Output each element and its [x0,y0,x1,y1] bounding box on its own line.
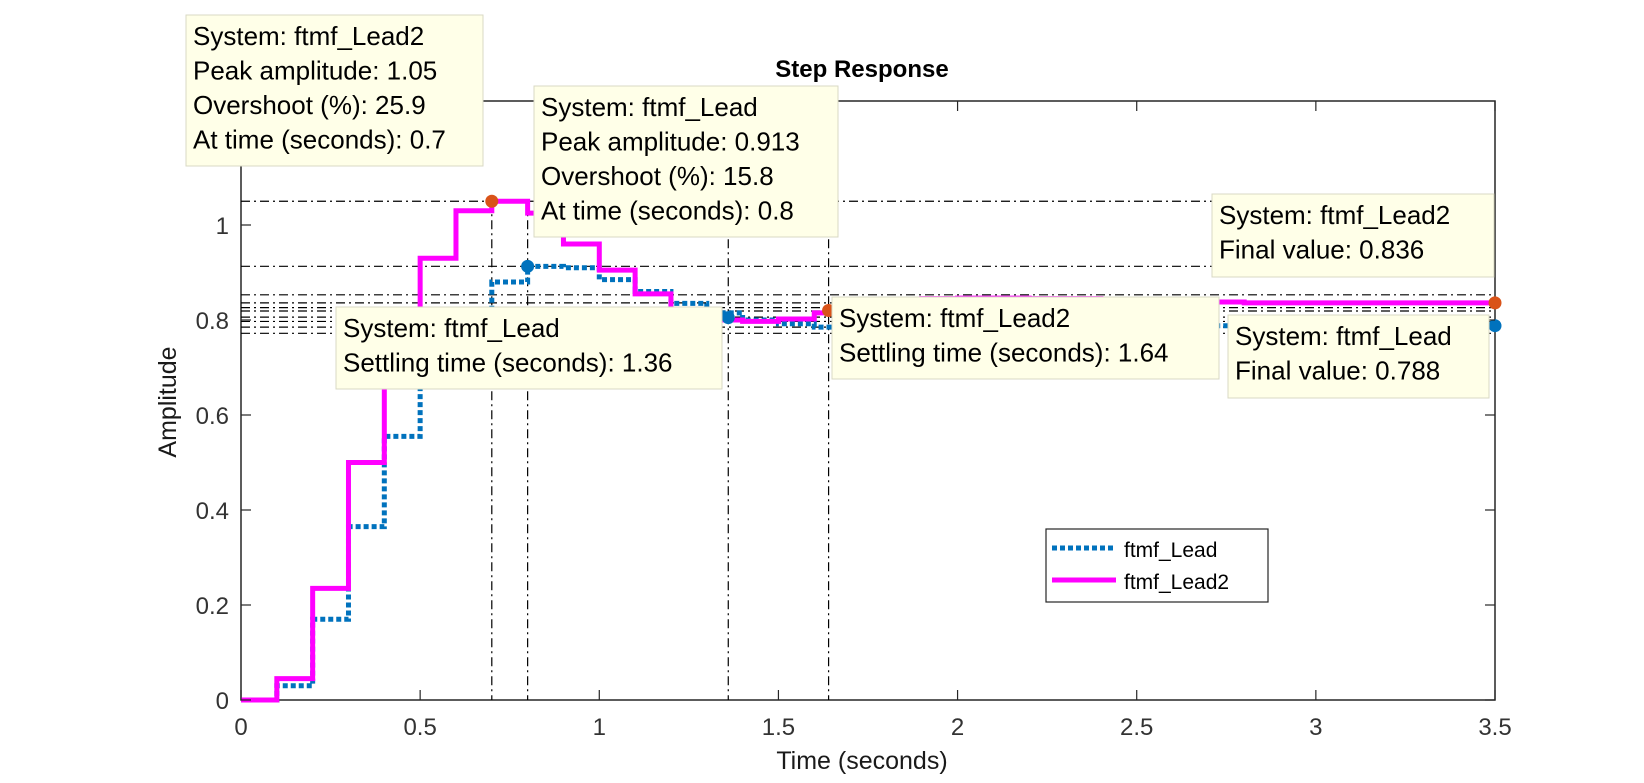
datatip-4[interactable]: System: ftmf_Lead2 Settling time (seconds… [831,296,1220,380]
x-tick-label: 0.5 [403,714,436,741]
legend-label-ftmf-lead2: ftmf_Lead2 [1124,571,1229,594]
datatip-line: At time (seconds): 0.8 [541,196,794,226]
datatip-line: Final value: 0.836 [1219,235,1424,265]
x-tick-label: 3.5 [1478,714,1511,741]
legend: ftmf_Lead ftmf_Lead2 [1045,528,1269,603]
y-tick-label: 0.4 [196,498,229,525]
x-tick-label: 1 [593,714,606,741]
y-tick-label: 1 [216,213,229,240]
peak-marker-ftmf-lead[interactable] [521,259,535,273]
datatip-box [185,14,484,167]
datatip-line: Overshoot (%): 15.8 [541,161,774,191]
datatip-3[interactable]: System: ftmf_Lead Settling time (seconds)… [335,306,723,390]
axis-ticks: 0 0.5 1 1.5 2 2.5 3 3.5 0 0.2 0.4 0.6 0.8 1 [196,101,1512,741]
datatip-line: Peak amplitude: 1.05 [193,56,437,86]
chart-title: Step Response [775,56,948,83]
y-axis-label: Amplitude [154,346,182,457]
datatips: System: ftmf_Lead2 Peak amplitude: 1.05 Ov… [185,14,1495,399]
final-marker-ftmf-lead[interactable] [1488,319,1502,333]
datatip-line: System: ftmf_Lead2 [193,21,424,51]
x-tick-label: 2 [951,714,964,741]
datatip-1[interactable]: System: ftmf_Lead Peak amplitude: 0.913 Ov… [533,85,839,238]
peak-marker-ftmf-lead2[interactable] [485,194,499,208]
datatip-line: Settling time (seconds): 1.36 [343,348,673,378]
x-tick-label: 2.5 [1120,714,1153,741]
datatip-box [1211,193,1495,278]
datatip-0[interactable]: System: ftmf_Lead2 Peak amplitude: 1.05 Ov… [185,14,484,167]
datatip-line: System: ftmf_Lead [541,92,758,122]
datatip-box [335,306,723,390]
datatip-line: System: ftmf_Lead [343,313,560,343]
y-tick-label: 0.6 [196,403,229,430]
x-tick-label: 1.5 [762,714,795,741]
datatip-line: Peak amplitude: 0.913 [541,127,800,157]
datatip-line: Settling time (seconds): 1.64 [839,338,1169,368]
datatip-line: System: ftmf_Lead [1235,321,1452,351]
datatip-box [831,296,1220,380]
datatip-box [1227,314,1490,399]
datatip-5[interactable]: System: ftmf_Lead Final value: 0.788 [1227,314,1490,399]
x-axis-label: Time (seconds) [776,747,947,775]
y-tick-label: 0.8 [196,308,229,335]
x-tick-label: 3 [1309,714,1322,741]
x-tick-label: 0 [234,714,247,741]
datatip-line: Overshoot (%): 25.9 [193,90,426,120]
datatip-line: System: ftmf_Lead2 [839,303,1070,333]
final-marker-ftmf-lead2[interactable] [1488,296,1502,310]
settling-marker-ftmf-lead[interactable] [721,311,735,325]
datatip-2[interactable]: System: ftmf_Lead2 Final value: 0.836 [1211,193,1495,278]
datatip-box [533,85,839,238]
datatip-line: System: ftmf_Lead2 [1219,200,1450,230]
datatip-line: Final value: 0.788 [1235,356,1440,386]
plot-area [240,100,1496,701]
y-tick-label: 0.2 [196,593,229,620]
y-tick-label: 0 [216,688,229,715]
legend-label-ftmf-lead: ftmf_Lead [1124,539,1217,562]
datatip-line: At time (seconds): 0.7 [193,125,446,155]
legend-box [1045,528,1269,603]
